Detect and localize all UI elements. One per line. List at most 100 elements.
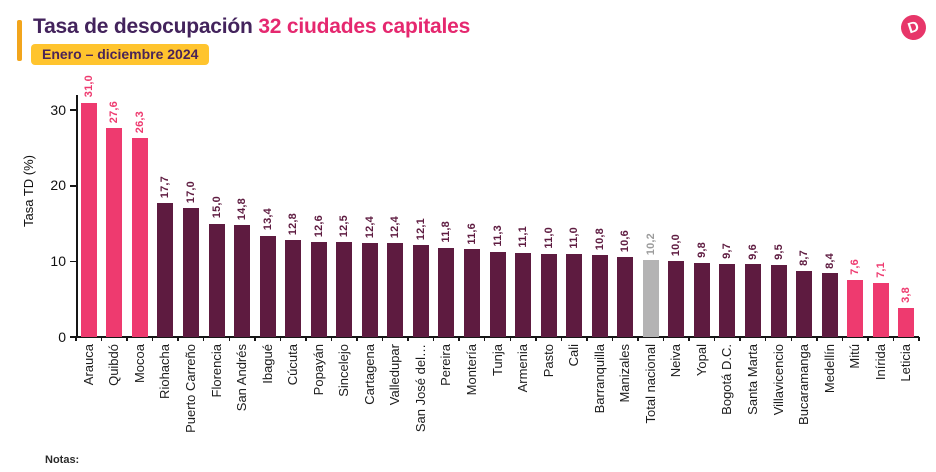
bar-value-label-sincelejo: 12,5 — [338, 215, 351, 238]
bar-value-label-pereira: 11,8 — [440, 221, 453, 243]
y-axis-tick-label: 10 — [50, 252, 66, 269]
x-axis-tick — [867, 337, 869, 341]
x-axis-tick — [305, 337, 307, 341]
x-axis-tick — [151, 337, 154, 341]
x-axis-tick — [816, 337, 818, 341]
x-axis-category-label-puerto-carre-o: Puerto Carreño — [182, 344, 198, 433]
bar-neiva — [668, 261, 685, 337]
x-axis-category-label-san-jos-del: San José del… — [412, 344, 428, 433]
x-axis-tick — [611, 337, 614, 341]
x-axis-category-label-ibagu: Ibagué — [259, 344, 275, 384]
bar-value-label-in-rida: 7,1 — [874, 262, 887, 279]
bar-value-label-cartagena: 12,4 — [363, 216, 376, 239]
x-axis-category-label-total-nacional: Total nacional — [642, 344, 658, 424]
bar-value-label-c-cuta: 12,8 — [287, 212, 300, 236]
x-axis-tick — [432, 337, 435, 341]
x-axis-category-label-santa-marta: Santa Marta — [744, 344, 760, 415]
bar-san-jos-del — [412, 245, 429, 337]
x-axis-tick — [586, 337, 588, 341]
bar-value-label-arauca: 31,0 — [82, 75, 95, 98]
bar-mit — [847, 279, 864, 337]
bar-san-andr-s — [234, 225, 251, 337]
bar-cartagena — [361, 243, 378, 337]
bar-value-label-total-nacional: 10,2 — [644, 232, 657, 255]
x-axis-category-label-florencia: Florencia — [208, 344, 224, 398]
bar-total-nacional — [642, 259, 659, 337]
x-axis-tick — [688, 337, 690, 341]
x-axis-tick — [535, 337, 537, 341]
x-axis-tick — [713, 337, 716, 341]
page-title: Tasa de desocupación 32 ciudades capital… — [33, 15, 470, 39]
x-axis-tick — [892, 337, 895, 341]
y-axis-tick — [70, 336, 76, 338]
x-axis-category-label-c-cuta: Cúcuta — [285, 344, 301, 386]
bar-value-label-mocoa: 26,3 — [133, 110, 146, 134]
bar-value-label-villavicencio: 9,5 — [772, 244, 785, 261]
bar-value-label-puerto-carre-o: 17,0 — [184, 181, 197, 204]
bar-sincelejo — [336, 242, 353, 337]
x-axis-tick — [407, 337, 409, 341]
x-axis-category-label-bogot-d-c: Bogotá D.C. — [719, 344, 735, 415]
bar-yopal — [693, 262, 710, 337]
bar-value-label-ibagu: 13,4 — [261, 208, 274, 231]
x-axis-tick — [637, 337, 639, 341]
x-axis-tick — [764, 337, 767, 341]
x-axis-category-label-yopal: Yopal — [693, 344, 709, 377]
x-axis-category-label-barranquilla: Barranquilla — [591, 344, 607, 414]
x-axis-tick — [381, 337, 384, 341]
x-axis-category-label-bucaramanga: Bucaramanga — [796, 344, 812, 425]
bar-florencia — [208, 223, 225, 337]
x-axis-tick — [100, 337, 103, 341]
bar-value-label-popay-n: 12,6 — [312, 214, 325, 237]
x-axis-tick — [177, 337, 179, 341]
bar-value-label-valledupar: 12,4 — [389, 216, 402, 239]
x-axis-tick — [841, 337, 844, 341]
bar-value-label-pasto: 11,0 — [542, 227, 555, 249]
bar-value-label-mit: 7,6 — [849, 258, 862, 275]
x-axis-category-label-tunja: Tunja — [489, 344, 505, 377]
y-axis-tick — [70, 185, 76, 187]
x-axis-category-label-leticia: Leticia — [898, 344, 914, 382]
bar-arauca — [80, 102, 97, 337]
x-axis-tick — [202, 337, 205, 341]
y-axis-tick-label: 0 — [58, 328, 66, 345]
x-axis-category-label-cartagena: Cartagena — [361, 344, 377, 405]
bar-value-label-san-andr-s: 14,8 — [236, 197, 249, 221]
bar-leticia — [898, 308, 915, 337]
x-axis-tick — [356, 337, 358, 341]
bar-in-rida — [872, 283, 889, 337]
y-axis-tick-label: 20 — [50, 177, 66, 194]
x-axis-tick — [560, 337, 563, 341]
x-axis-category-label-san-andr-s: San Andrés — [234, 344, 250, 412]
bar-armenia — [515, 253, 532, 337]
x-axis-tick — [509, 337, 512, 341]
bar-barranquilla — [591, 255, 608, 337]
bar-manizales — [617, 256, 634, 337]
bar-value-label-medell-n: 8,4 — [823, 252, 836, 269]
x-axis-category-label-mit: Mitú — [847, 344, 863, 369]
x-axis-tick — [790, 337, 793, 341]
bar-bucaramanga — [796, 271, 813, 337]
bar-value-label-quibd: 27,6 — [108, 101, 121, 124]
x-axis-category-label-cali: Cali — [566, 344, 582, 367]
bar-value-label-bogot-d-c: 9,7 — [721, 242, 734, 259]
x-axis-category-label-valledupar: Valledupar — [387, 344, 403, 406]
page-title-pink-part: 32 ciudades capitales — [258, 15, 471, 38]
x-axis-category-label-mocoa: Mocoa — [131, 344, 147, 384]
bar-value-label-cali: 11,0 — [568, 227, 581, 249]
bar-cali — [566, 253, 583, 337]
y-axis-tick-label: 30 — [50, 101, 66, 118]
bar-popay-n — [310, 241, 327, 337]
bar-value-label-neiva: 10,0 — [670, 234, 683, 257]
y-axis-tick — [70, 260, 76, 263]
bar-monter-a — [463, 249, 480, 337]
x-axis-category-label-manizales: Manizales — [617, 344, 633, 403]
x-axis-category-label-medell-n: Medellín — [821, 344, 837, 394]
bar-puerto-carre-o — [182, 208, 199, 337]
x-axis-category-label-in-rida: Inírida — [872, 344, 888, 381]
x-axis-category-label-monter-a: Montería — [463, 344, 479, 396]
period-badge: Enero – diciembre 2024 — [31, 44, 210, 65]
x-axis-category-label-neiva: Neiva — [668, 344, 684, 378]
x-axis-category-label-arauca: Arauca — [80, 344, 96, 386]
